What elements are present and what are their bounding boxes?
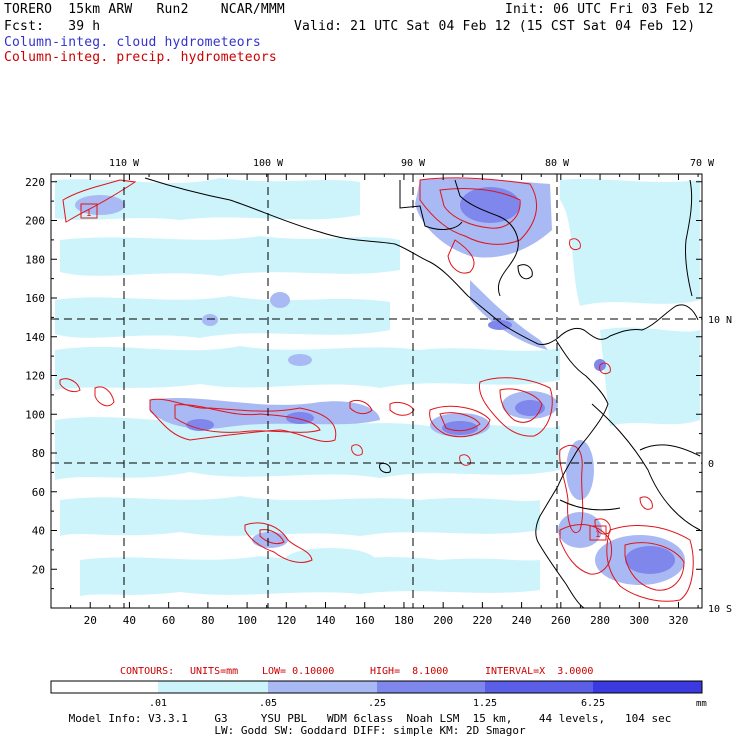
y-grid-label: 140 [25,331,45,344]
x-grid-label: 80 [201,614,214,627]
contour-low: LOW= 0.10000 [262,666,335,677]
y-grid-label: 180 [25,253,45,266]
colorbar-segment [485,681,593,693]
x-grid-label: 100 [237,614,257,627]
x-grid-label: 60 [162,614,175,627]
colorbar-label: .01 [149,698,167,709]
y-grid-label: 40 [32,525,45,538]
colorbar-unit: mm [696,699,707,709]
valid-time: Valid: 21 UTC Sat 04 Feb 12 (15 CST Sat … [294,19,696,34]
x-grid-index-labels: 20 40 60 80 100 120 140 160 180 200 220 240 260 280 30… [84,614,689,627]
cloud-field-deep [186,187,675,574]
colorbar-segment [268,681,377,693]
colorbar-segment [51,681,158,693]
y-grid-label: 200 [25,215,45,228]
y-grid-label: 220 [25,176,45,189]
lon-label-110w: 110 W [109,158,140,169]
contour-units: UNITS=mm [190,666,239,677]
contour-interval: INTERVAL=X 3.0000 [485,666,594,677]
contour-high: HIGH= 8.1000 [370,666,449,677]
y-grid-label: 160 [25,292,45,305]
lon-label-90w: 90 W [401,158,426,169]
region-box-label-1: 1 [86,209,91,219]
y-grid-label: 100 [25,408,45,421]
lat-label-10n: 10 N [708,315,732,326]
x-grid-label: 180 [394,614,414,627]
y-grid-label: 120 [25,370,45,383]
forecast-hour: Fcst: 39 h [4,19,101,34]
colorbar: .01 .05 .25 1.25 6.25 [50,680,703,709]
lon-label-70w: 70 W [690,158,715,169]
colorbar-label: .25 [368,698,386,709]
lat-lon-grid [51,174,702,608]
y-grid-index-labels: 220 200 180 160 140 120 100 80 60 40 20 [25,176,45,577]
x-grid-label: 160 [355,614,375,627]
colorbar-segment [593,681,702,693]
x-grid-label: 200 [433,614,453,627]
lon-label-80w: 80 W [545,158,570,169]
x-grid-label: 320 [669,614,689,627]
longitude-labels: 110 W 100 W 90 W 80 W 70 W [109,158,715,169]
colorbar-label: .05 [259,698,277,709]
model-info-line2: LW: Godd SW: Goddard DIFF: simple KM: 2D… [214,724,526,737]
x-grid-label: 140 [316,614,336,627]
region-boxes [80,203,607,541]
x-grid-label: 260 [551,614,571,627]
coastlines [144,177,701,608]
field-label-cloud: Column-integ. cloud hydrometeors [4,35,261,50]
x-grid-label: 220 [472,614,492,627]
model-run-title: TORERO 15km ARW Run2 NCAR/MMM [4,2,285,17]
colorbar-label: 6.25 [581,698,605,709]
cloud-field-light [55,178,700,596]
y-grid-label: 80 [32,447,45,460]
contour-label: CONTOURS: [120,666,175,677]
colorbar-segment [377,681,485,693]
init-time: Init: 06 UTC Fri 03 Feb 12 [505,2,714,17]
x-grid-label: 40 [123,614,136,627]
colorbar-frame [50,680,703,694]
contour-info: CONTOURS: UNITS=mm LOW= 0.10000 HIGH= 8.… [0,666,740,732]
field-label-precip: Column-integ. precip. hydrometeors [4,50,277,65]
x-grid-label: 20 [84,614,97,627]
lat-label-0: 0 [708,459,714,470]
y-grid-label: 20 [32,563,45,576]
x-grid-label: 300 [629,614,649,627]
model-info-line1: Model Info: V3.3.1 G3 YSU PBL WDM 6class… [68,712,672,725]
x-grid-label: 120 [276,614,296,627]
lon-label-100w: 100 W [253,158,284,169]
x-grid-label: 280 [590,614,610,627]
axis-ticks [50,174,702,609]
region-box-label-2: 1 [595,530,600,540]
lat-label-10s: 10 S [708,604,732,615]
colorbar-segment [158,681,268,693]
colorbar-label: 1.25 [473,698,497,709]
x-grid-label: 240 [512,614,532,627]
y-grid-label: 60 [32,486,45,499]
latitude-labels: 10 N 0 10 S [708,315,732,615]
